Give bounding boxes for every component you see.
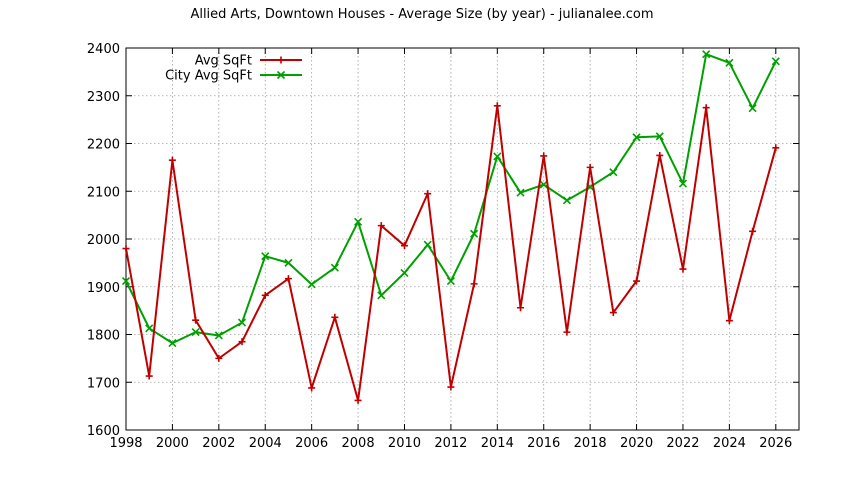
data-point <box>702 104 710 112</box>
data-point <box>330 263 339 272</box>
data-point <box>493 102 501 110</box>
data-point <box>447 383 455 391</box>
data-point <box>284 275 292 283</box>
y-tick-label: 2000 <box>87 233 120 248</box>
data-point <box>145 372 153 380</box>
data-point <box>284 258 293 267</box>
data-point <box>725 317 733 325</box>
data-point <box>679 265 687 273</box>
data-point <box>261 252 270 261</box>
data-point <box>749 227 757 235</box>
data-point <box>261 291 269 299</box>
y-tick-label: 2400 <box>87 42 120 57</box>
legend-label: Avg SqFt <box>195 54 252 69</box>
grid <box>126 48 799 430</box>
data-point <box>238 338 246 346</box>
data-point <box>377 291 386 300</box>
data-point <box>632 133 641 142</box>
x-tick-label: 2026 <box>759 436 792 451</box>
data-point <box>168 156 176 164</box>
legend-marker <box>277 56 285 64</box>
x-tick-label: 2020 <box>620 436 653 451</box>
data-point <box>725 58 734 67</box>
x-tick-label: 2000 <box>156 436 189 451</box>
data-point <box>308 384 316 392</box>
x-tick-label: 2010 <box>388 436 421 451</box>
x-tick-label: 2014 <box>481 436 514 451</box>
series-1 <box>121 50 780 348</box>
series-0 <box>122 102 780 404</box>
x-tick-label: 1998 <box>109 436 142 451</box>
x-tick-label: 2006 <box>295 436 328 451</box>
data-point <box>122 245 130 253</box>
data-point <box>493 152 502 161</box>
data-point <box>192 316 200 324</box>
x-tick-label: 2004 <box>249 436 282 451</box>
x-tick-label: 2012 <box>434 436 467 451</box>
data-point <box>772 144 780 152</box>
data-point <box>237 318 247 327</box>
data-point <box>121 276 131 286</box>
legend-entry-0: Avg SqFt <box>195 54 302 69</box>
data-point <box>354 396 362 404</box>
data-point <box>748 104 757 113</box>
data-point <box>400 242 408 250</box>
x-tick-label: 2018 <box>574 436 607 451</box>
data-point <box>423 240 432 249</box>
data-point <box>470 229 479 238</box>
y-tick-label: 1600 <box>87 424 120 439</box>
y-tick-label: 1900 <box>87 281 120 296</box>
data-point <box>470 280 478 288</box>
data-point <box>377 222 385 230</box>
data-point <box>655 132 664 141</box>
data-point <box>586 163 594 171</box>
data-point <box>191 328 200 337</box>
data-point <box>609 168 618 177</box>
data-point <box>539 180 548 189</box>
legend-entry-1: City Avg SqFt <box>165 69 302 84</box>
data-point <box>400 268 409 277</box>
legend-marker <box>276 70 286 80</box>
data-point <box>540 152 548 160</box>
y-tick-label: 2300 <box>87 90 120 105</box>
y-tick-label: 2200 <box>87 138 120 153</box>
data-point <box>214 331 223 340</box>
data-point <box>424 190 432 198</box>
data-point <box>307 280 316 289</box>
data-point <box>168 339 177 348</box>
data-point <box>562 196 571 205</box>
x-tick-label: 2016 <box>527 436 560 451</box>
axes: 1998 2000 2002 2004 2006 2008 2010 2012 2014 2016… <box>87 42 800 451</box>
chart-title: Allied Arts, Downtown Houses - Average S… <box>190 7 653 22</box>
data-point <box>517 304 525 312</box>
y-tick-label: 1700 <box>87 376 120 391</box>
legend-label: City Avg SqFt <box>165 69 252 84</box>
data-point <box>633 277 641 285</box>
x-tick-label: 2024 <box>713 436 746 451</box>
series-line-1 <box>125 53 777 345</box>
data-point <box>771 57 780 66</box>
data-point <box>516 188 525 197</box>
data-point <box>446 276 455 286</box>
data-point <box>656 151 664 159</box>
x-tick-label: 2022 <box>666 436 699 451</box>
x-tick-label: 2008 <box>342 436 375 451</box>
data-point <box>563 328 571 336</box>
data-point <box>215 354 223 362</box>
data-point <box>145 324 154 333</box>
series-layer <box>121 50 780 404</box>
y-tick-label: 1800 <box>87 329 120 344</box>
data-point <box>702 50 711 59</box>
data-point <box>354 217 363 226</box>
data-point <box>678 179 688 188</box>
x-tick-label: 2002 <box>202 436 235 451</box>
data-point <box>609 309 617 317</box>
y-tick-label: 2100 <box>87 185 120 200</box>
data-point <box>331 313 339 321</box>
